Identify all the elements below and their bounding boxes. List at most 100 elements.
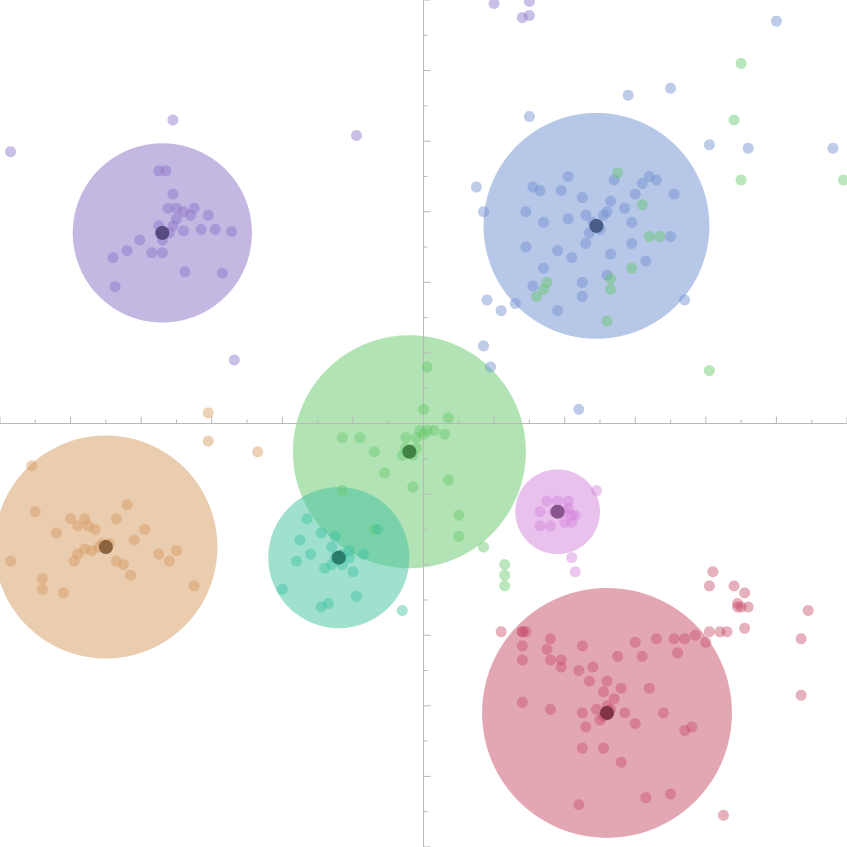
data-point bbox=[739, 587, 751, 599]
data-point bbox=[477, 206, 489, 218]
data-point bbox=[396, 605, 408, 617]
data-point bbox=[527, 181, 539, 193]
data-point bbox=[410, 432, 422, 444]
data-point bbox=[534, 185, 546, 197]
data-point bbox=[58, 587, 70, 599]
data-point bbox=[580, 721, 592, 733]
data-point bbox=[668, 633, 680, 645]
data-point bbox=[605, 248, 617, 260]
data-point bbox=[163, 555, 175, 567]
data-point bbox=[202, 209, 214, 221]
data-point bbox=[153, 548, 165, 560]
data-point bbox=[601, 269, 613, 281]
data-point bbox=[732, 597, 744, 609]
centroid-marker-0 bbox=[155, 225, 170, 240]
data-point bbox=[86, 545, 98, 557]
data-point bbox=[739, 622, 751, 634]
data-point bbox=[82, 520, 94, 532]
data-point bbox=[343, 552, 355, 564]
data-point bbox=[703, 365, 715, 377]
data-point bbox=[319, 562, 331, 574]
data-point bbox=[587, 661, 599, 673]
data-point bbox=[485, 361, 497, 373]
data-point bbox=[305, 548, 317, 560]
data-point bbox=[576, 742, 588, 754]
data-point bbox=[629, 188, 641, 200]
data-point bbox=[36, 573, 48, 585]
data-point bbox=[668, 188, 680, 200]
data-point bbox=[336, 485, 348, 497]
data-point bbox=[421, 361, 433, 373]
data-point bbox=[615, 682, 627, 694]
data-point bbox=[294, 534, 306, 546]
data-point bbox=[488, 0, 500, 10]
data-point bbox=[802, 605, 814, 617]
data-point bbox=[545, 703, 557, 715]
data-point bbox=[418, 428, 429, 440]
data-point bbox=[125, 569, 137, 581]
data-point bbox=[728, 580, 740, 592]
data-point bbox=[770, 15, 782, 27]
data-point bbox=[703, 139, 715, 151]
data-point bbox=[555, 185, 567, 197]
data-point bbox=[576, 707, 588, 719]
data-point bbox=[601, 206, 613, 218]
data-point bbox=[566, 252, 578, 264]
centroid-marker-3 bbox=[331, 550, 346, 565]
data-point bbox=[619, 707, 631, 719]
data-point bbox=[343, 545, 355, 557]
data-point bbox=[347, 566, 359, 578]
data-point bbox=[626, 216, 638, 228]
data-point bbox=[541, 643, 553, 655]
data-point bbox=[573, 799, 585, 811]
data-point bbox=[72, 548, 84, 560]
data-point bbox=[555, 661, 567, 673]
data-point bbox=[742, 601, 754, 613]
data-point bbox=[534, 520, 546, 532]
data-point bbox=[65, 513, 77, 525]
data-point bbox=[545, 633, 557, 645]
data-point bbox=[499, 559, 511, 571]
data-point bbox=[640, 255, 652, 267]
data-point bbox=[520, 241, 532, 253]
data-point bbox=[418, 403, 429, 415]
data-point bbox=[326, 541, 338, 553]
data-point bbox=[650, 633, 662, 645]
data-point bbox=[612, 167, 624, 179]
data-point bbox=[421, 425, 433, 437]
cluster-centroids bbox=[98, 218, 615, 720]
data-point bbox=[559, 516, 571, 528]
data-point bbox=[569, 509, 581, 521]
data-point bbox=[442, 474, 454, 486]
data-point bbox=[170, 202, 182, 214]
data-point bbox=[552, 305, 564, 317]
data-point bbox=[516, 626, 528, 638]
centroid-marker-1 bbox=[589, 218, 604, 233]
data-point bbox=[477, 541, 489, 553]
data-point bbox=[167, 188, 179, 200]
data-point bbox=[226, 226, 238, 238]
data-point bbox=[590, 485, 602, 497]
data-point bbox=[707, 566, 719, 578]
data-point bbox=[50, 527, 62, 539]
data-point bbox=[619, 202, 631, 214]
data-point bbox=[590, 703, 602, 715]
data-point bbox=[228, 354, 240, 366]
data-point bbox=[721, 626, 733, 638]
data-point bbox=[827, 142, 839, 154]
data-point bbox=[495, 626, 507, 638]
data-point bbox=[643, 682, 655, 694]
data-point bbox=[178, 225, 190, 237]
data-point bbox=[26, 460, 38, 472]
data-point bbox=[336, 432, 348, 444]
data-point bbox=[700, 636, 712, 648]
data-point bbox=[562, 213, 574, 225]
data-point bbox=[795, 689, 807, 701]
data-point bbox=[573, 403, 585, 415]
data-point bbox=[520, 206, 532, 218]
data-point bbox=[516, 654, 528, 666]
data-point bbox=[216, 267, 228, 279]
data-point bbox=[523, 10, 535, 22]
